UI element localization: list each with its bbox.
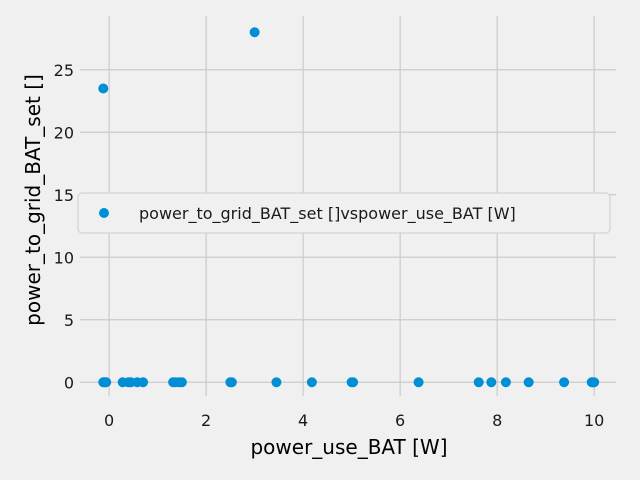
legend-label: power_to_grid_BAT_set []vspower_use_BAT … bbox=[139, 204, 516, 224]
data-point bbox=[138, 377, 149, 388]
data-point bbox=[271, 377, 282, 388]
y-tick-label: 5 bbox=[64, 311, 74, 330]
data-point bbox=[589, 377, 600, 388]
data-point bbox=[176, 377, 187, 388]
y-tick-label: 10 bbox=[54, 248, 74, 267]
x-axis-ticks: 0 2 4 6 8 10 bbox=[104, 411, 604, 430]
legend-marker bbox=[99, 208, 109, 218]
x-tick-label: 0 bbox=[104, 411, 114, 430]
data-point bbox=[348, 377, 359, 388]
legend-box bbox=[77, 192, 611, 234]
data-point bbox=[473, 377, 484, 388]
y-tick-label: 15 bbox=[54, 186, 74, 205]
y-axis-ticks: 0 5 10 15 20 25 bbox=[54, 61, 74, 393]
data-point bbox=[413, 377, 424, 388]
x-tick-label: 4 bbox=[298, 411, 308, 430]
y-tick-label: 25 bbox=[54, 61, 74, 80]
data-point bbox=[98, 83, 109, 94]
data-point bbox=[306, 377, 317, 388]
x-tick-label: 6 bbox=[395, 411, 405, 430]
x-axis-label: power_use_BAT [W] bbox=[250, 435, 447, 459]
data-point bbox=[101, 377, 112, 388]
x-tick-label: 10 bbox=[584, 411, 604, 430]
y-tick-label: 0 bbox=[64, 373, 74, 392]
y-axis-label: power_to_grid_BAT_set [] bbox=[21, 74, 45, 326]
y-tick-label: 20 bbox=[54, 123, 74, 142]
x-tick-label: 2 bbox=[201, 411, 211, 430]
legend: power_to_grid_BAT_set []vspower_use_BAT … bbox=[77, 192, 611, 234]
x-tick-label: 8 bbox=[492, 411, 502, 430]
data-points bbox=[98, 27, 600, 388]
data-point bbox=[523, 377, 534, 388]
data-point bbox=[249, 27, 260, 38]
data-point bbox=[226, 377, 237, 388]
data-point bbox=[486, 377, 497, 388]
data-point bbox=[500, 377, 511, 388]
data-point bbox=[559, 377, 570, 388]
